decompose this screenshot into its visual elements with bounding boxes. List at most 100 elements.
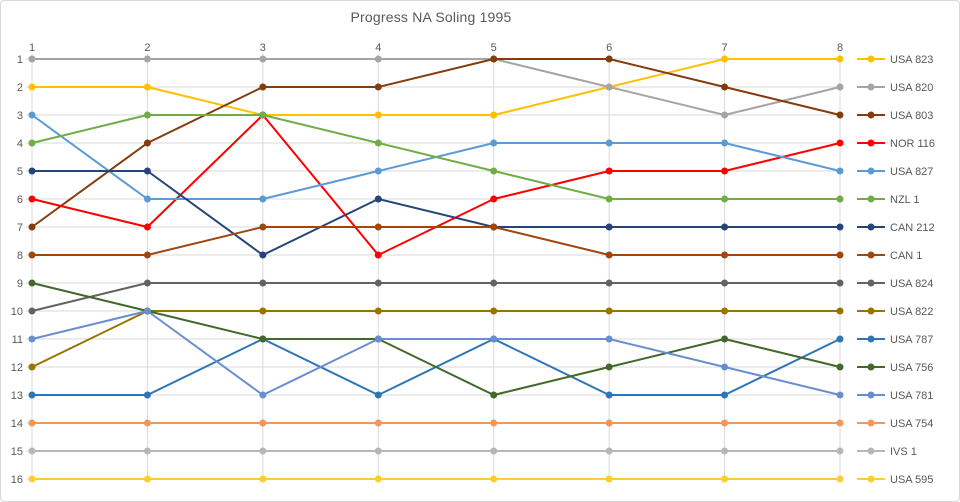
legend-item-usa-820: USA 820	[857, 82, 933, 94]
data-point-marker	[490, 279, 498, 287]
series-nor-116	[28, 111, 844, 259]
data-point-marker	[605, 167, 613, 175]
data-point-marker	[836, 419, 844, 427]
data-point-marker	[721, 83, 729, 91]
data-point-marker	[721, 279, 729, 287]
chart-title: Progress NA Soling 1995	[350, 9, 512, 25]
data-point-marker	[836, 363, 844, 371]
data-point-marker	[605, 83, 613, 91]
data-point-marker	[721, 111, 729, 119]
legend-marker	[867, 195, 875, 203]
data-point-marker	[259, 83, 267, 91]
data-point-marker	[490, 391, 498, 399]
data-point-marker	[836, 279, 844, 287]
data-point-marker	[605, 391, 613, 399]
x-tick-label: 4	[375, 42, 381, 54]
legend-marker	[867, 167, 875, 175]
data-point-marker	[605, 195, 613, 203]
legend-item-nzl-1: NZL 1	[857, 194, 920, 206]
data-point-marker	[374, 223, 382, 231]
data-point-marker	[374, 335, 382, 343]
series-line	[31, 170, 841, 256]
data-point-marker	[259, 251, 267, 259]
x-tick-label: 6	[606, 42, 612, 54]
data-point-marker	[721, 419, 729, 427]
data-point-marker	[836, 195, 844, 203]
legend-item-usa-824: USA 824	[857, 278, 933, 290]
series-ivs-1	[28, 447, 844, 455]
data-point-marker	[721, 195, 729, 203]
y-tick-label: 10	[11, 306, 23, 318]
data-point-marker	[374, 307, 382, 315]
data-point-marker	[28, 167, 36, 175]
data-point-marker	[143, 391, 151, 399]
data-point-marker	[28, 251, 36, 259]
data-point-marker	[721, 391, 729, 399]
data-point-marker	[259, 195, 267, 203]
legend-item-can-212: CAN 212	[857, 222, 935, 234]
legend-marker	[867, 475, 875, 483]
data-point-marker	[836, 167, 844, 175]
legend-item-usa-822: USA 822	[857, 306, 933, 318]
data-point-marker	[721, 139, 729, 147]
data-point-marker	[28, 139, 36, 147]
data-point-marker	[28, 391, 36, 399]
legend-marker	[867, 335, 875, 343]
legend-label: USA 781	[890, 390, 933, 402]
series-line	[31, 282, 841, 396]
legend-item-usa-803: USA 803	[857, 110, 933, 122]
data-point-marker	[490, 195, 498, 203]
data-point-marker	[605, 419, 613, 427]
series-usa-595	[28, 475, 844, 483]
data-point-marker	[836, 447, 844, 455]
data-point-marker	[374, 279, 382, 287]
data-point-marker	[721, 251, 729, 259]
data-point-marker	[374, 139, 382, 147]
series-line	[31, 114, 841, 256]
data-point-marker	[143, 447, 151, 455]
legend-item-can-1: CAN 1	[857, 250, 922, 262]
data-point-marker	[836, 83, 844, 91]
y-tick-label: 15	[11, 446, 23, 458]
data-point-marker	[836, 111, 844, 119]
legend-label: USA 822	[890, 306, 933, 318]
y-tick-label: 13	[11, 390, 23, 402]
series-line	[31, 58, 841, 116]
data-point-marker	[490, 475, 498, 483]
data-point-marker	[259, 419, 267, 427]
data-point-marker	[836, 139, 844, 147]
legend-item-usa-827: USA 827	[857, 166, 933, 178]
data-point-marker	[28, 83, 36, 91]
legend-label: CAN 212	[890, 222, 935, 234]
data-point-marker	[721, 307, 729, 315]
legend-label: USA 823	[890, 54, 933, 66]
series-line	[31, 282, 841, 312]
data-point-marker	[605, 55, 613, 63]
data-point-marker	[836, 251, 844, 259]
data-point-marker	[28, 447, 36, 455]
legend-label: IVS 1	[890, 446, 917, 458]
data-point-marker	[605, 447, 613, 455]
legend-item-usa-823: USA 823	[857, 54, 933, 66]
data-point-marker	[374, 195, 382, 203]
data-point-marker	[490, 223, 498, 231]
data-point-marker	[259, 447, 267, 455]
data-point-marker	[28, 419, 36, 427]
data-point-marker	[374, 167, 382, 175]
series-can-1	[28, 223, 844, 259]
data-point-marker	[605, 335, 613, 343]
data-point-marker	[259, 223, 267, 231]
y-tick-label: 9	[17, 278, 23, 290]
data-point-marker	[836, 335, 844, 343]
data-point-marker	[143, 167, 151, 175]
series-line	[31, 310, 841, 396]
data-point-marker	[490, 307, 498, 315]
data-point-marker	[721, 55, 729, 63]
legend-marker	[867, 111, 875, 119]
series-usa-824	[28, 279, 844, 315]
data-point-marker	[721, 447, 729, 455]
data-point-marker	[374, 83, 382, 91]
data-point-marker	[490, 335, 498, 343]
